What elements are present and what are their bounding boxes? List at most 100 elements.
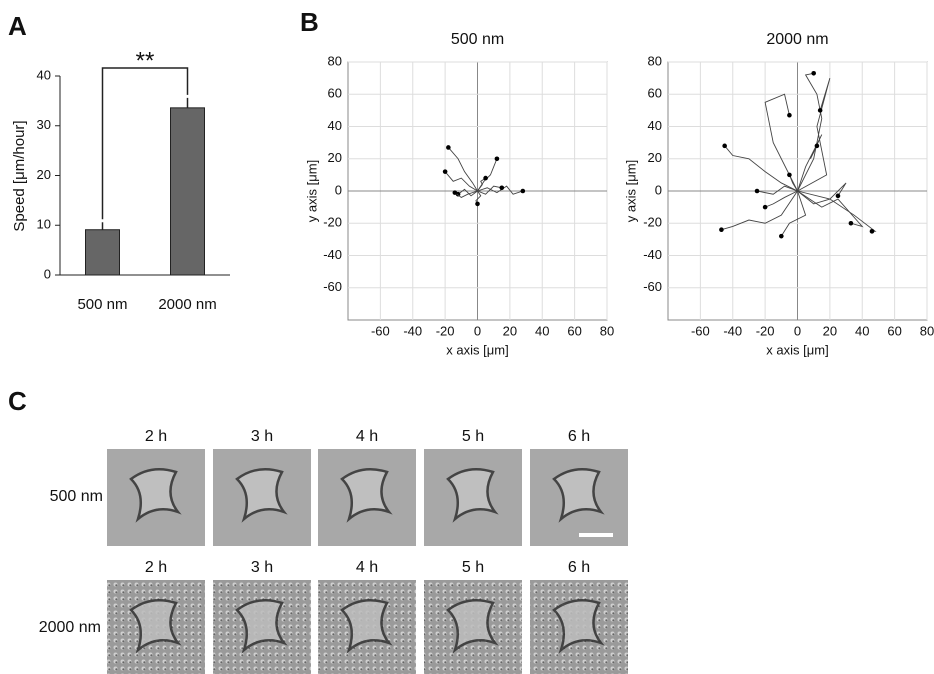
track-end (787, 172, 792, 178)
y-tick-label: -60 (323, 279, 342, 294)
x-tick-label: 40 (855, 323, 869, 338)
x-tick-label: -20 (756, 323, 775, 338)
bar (170, 107, 205, 276)
track (756, 185, 798, 195)
panel-label: C (8, 386, 27, 416)
x-axis-label: x axis [μm] (766, 342, 828, 357)
x-tick-label: 60 (887, 323, 901, 338)
scale-bar (579, 533, 613, 537)
x-tick-label: 60 (567, 323, 581, 338)
bar (85, 229, 120, 276)
track-end (442, 169, 448, 174)
cell-shape (235, 467, 288, 523)
chart-title: 2000 nm (766, 31, 828, 48)
track (448, 147, 478, 192)
x-tick-label: 40 (535, 323, 549, 338)
y-tick-label: 80 (648, 53, 662, 68)
y-tick-label: -20 (323, 215, 342, 230)
track-end (520, 188, 526, 194)
y-tick-label: 60 (328, 86, 342, 101)
track-end (722, 143, 727, 149)
y-tick-label: 0 (655, 182, 662, 197)
cell-shape (552, 598, 605, 654)
track-end (452, 190, 458, 195)
y-tick-label: 20 (648, 150, 662, 165)
track-end (779, 233, 784, 239)
track-end (475, 201, 480, 207)
panel-label: B (300, 7, 319, 37)
track (477, 185, 502, 195)
time-label: 6 h (568, 559, 590, 576)
time-label: 2 h (145, 559, 167, 576)
x-axis-label: x axis [μm] (446, 342, 508, 357)
significance-label: ** (136, 47, 155, 74)
track (444, 171, 478, 192)
y-tick-label: 40 (648, 118, 662, 133)
y-tick-label: 40 (37, 67, 51, 82)
time-label: 6 h (568, 428, 590, 445)
track-end (787, 112, 792, 118)
track-end (719, 227, 724, 232)
y-tick-label: -60 (643, 279, 662, 294)
track (724, 145, 798, 192)
y-tick-label: 10 (37, 217, 51, 232)
y-tick-label: 60 (648, 86, 662, 101)
track-end (835, 193, 841, 199)
y-tick-label: 20 (37, 167, 51, 182)
cell-shape (552, 467, 605, 523)
track (797, 182, 847, 205)
time-label: 5 h (462, 428, 484, 445)
y-tick-label: 30 (37, 117, 51, 132)
x-tick-label: 20 (503, 323, 517, 338)
time-label: 5 h (462, 559, 484, 576)
y-tick-label: 0 (335, 182, 342, 197)
y-axis-label: y axis [μm] (304, 160, 319, 222)
x-tick-label: -60 (691, 323, 710, 338)
track-end (754, 188, 760, 194)
x-tick-label: -40 (723, 323, 742, 338)
time-label: 3 h (251, 559, 273, 576)
time-label: 4 h (356, 559, 378, 576)
y-tick-label: 20 (328, 150, 342, 165)
cell-shape (446, 598, 499, 654)
cell-shape (235, 598, 288, 654)
track-end (869, 229, 875, 234)
y-axis-label: y axis [μm] (623, 160, 638, 222)
track-end (762, 204, 768, 210)
x-tick-label: 80 (920, 323, 934, 338)
track (788, 174, 798, 192)
y-tick-label: 40 (328, 118, 342, 133)
track-end (499, 185, 505, 191)
cell-shape (129, 598, 182, 654)
track (797, 72, 823, 192)
track-end (817, 108, 823, 113)
track (797, 134, 823, 192)
significance-bracket (101, 67, 189, 220)
track-end (811, 70, 816, 76)
track-end (446, 145, 451, 150)
track (477, 177, 486, 192)
cell-shape (446, 467, 499, 523)
y-tick-label: 80 (328, 53, 342, 68)
time-label: 4 h (356, 428, 378, 445)
track (454, 190, 478, 198)
track-end (814, 143, 820, 149)
x-tick-label: -60 (371, 323, 390, 338)
track (721, 190, 798, 231)
track (797, 190, 864, 228)
track (797, 77, 831, 192)
y-tick-label: -40 (323, 247, 342, 262)
x-tick-label: -40 (403, 323, 422, 338)
cell-shape (340, 467, 393, 523)
row-label: 2000 nm (39, 619, 101, 636)
y-tick-label: -20 (643, 215, 662, 230)
chart-title: 500 nm (451, 31, 504, 48)
time-label: 3 h (251, 428, 273, 445)
cell-shape (340, 598, 393, 654)
x-tick-label: 2000 nm (158, 296, 216, 313)
track-end (848, 220, 854, 226)
track (764, 93, 798, 192)
track (457, 188, 478, 197)
